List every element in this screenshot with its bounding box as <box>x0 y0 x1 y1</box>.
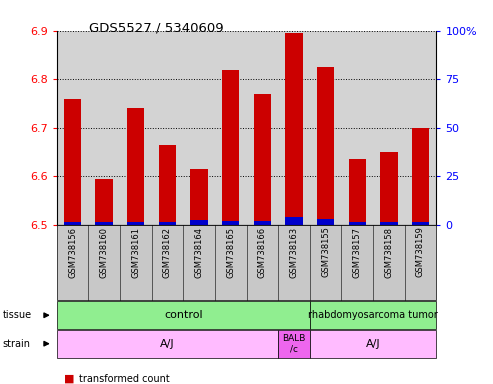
Bar <box>190 220 208 225</box>
Bar <box>317 219 334 225</box>
Bar <box>380 152 397 225</box>
Text: GSM738162: GSM738162 <box>163 227 172 278</box>
Bar <box>190 169 208 225</box>
Text: control: control <box>164 310 203 320</box>
Text: A/J: A/J <box>366 339 380 349</box>
Bar <box>96 222 113 225</box>
Bar <box>285 33 303 225</box>
Text: GSM738155: GSM738155 <box>321 227 330 277</box>
Text: GSM738164: GSM738164 <box>195 227 204 278</box>
Text: tissue: tissue <box>2 310 32 320</box>
Text: rhabdomyosarcoma tumor: rhabdomyosarcoma tumor <box>308 310 438 320</box>
Text: ■: ■ <box>64 374 74 384</box>
Bar <box>222 70 240 225</box>
Bar <box>253 94 271 225</box>
Text: strain: strain <box>2 339 31 349</box>
Text: GSM738166: GSM738166 <box>258 227 267 278</box>
Bar <box>96 179 113 225</box>
Bar <box>253 221 271 225</box>
Text: transformed count: transformed count <box>79 374 170 384</box>
Bar <box>412 128 429 225</box>
Text: BALB
/c: BALB /c <box>282 334 306 353</box>
Text: GSM738158: GSM738158 <box>385 227 393 278</box>
Bar <box>412 222 429 225</box>
Bar <box>285 217 303 225</box>
Bar <box>317 67 334 225</box>
Text: GSM738159: GSM738159 <box>416 227 425 277</box>
Bar <box>64 222 81 225</box>
Bar <box>380 222 397 225</box>
Bar <box>127 222 144 225</box>
Bar <box>222 221 240 225</box>
Text: GSM738157: GSM738157 <box>352 227 362 278</box>
Text: GSM738163: GSM738163 <box>289 227 298 278</box>
Text: GSM738156: GSM738156 <box>68 227 77 278</box>
Bar <box>159 145 176 225</box>
Text: GSM738160: GSM738160 <box>100 227 108 278</box>
Text: GSM738161: GSM738161 <box>131 227 141 278</box>
Bar <box>159 222 176 225</box>
Bar <box>349 222 366 225</box>
Text: GSM738165: GSM738165 <box>226 227 235 278</box>
Text: GDS5527 / 5340609: GDS5527 / 5340609 <box>89 21 223 34</box>
Bar <box>349 159 366 225</box>
Bar <box>127 108 144 225</box>
Bar <box>64 99 81 225</box>
Text: A/J: A/J <box>160 339 175 349</box>
